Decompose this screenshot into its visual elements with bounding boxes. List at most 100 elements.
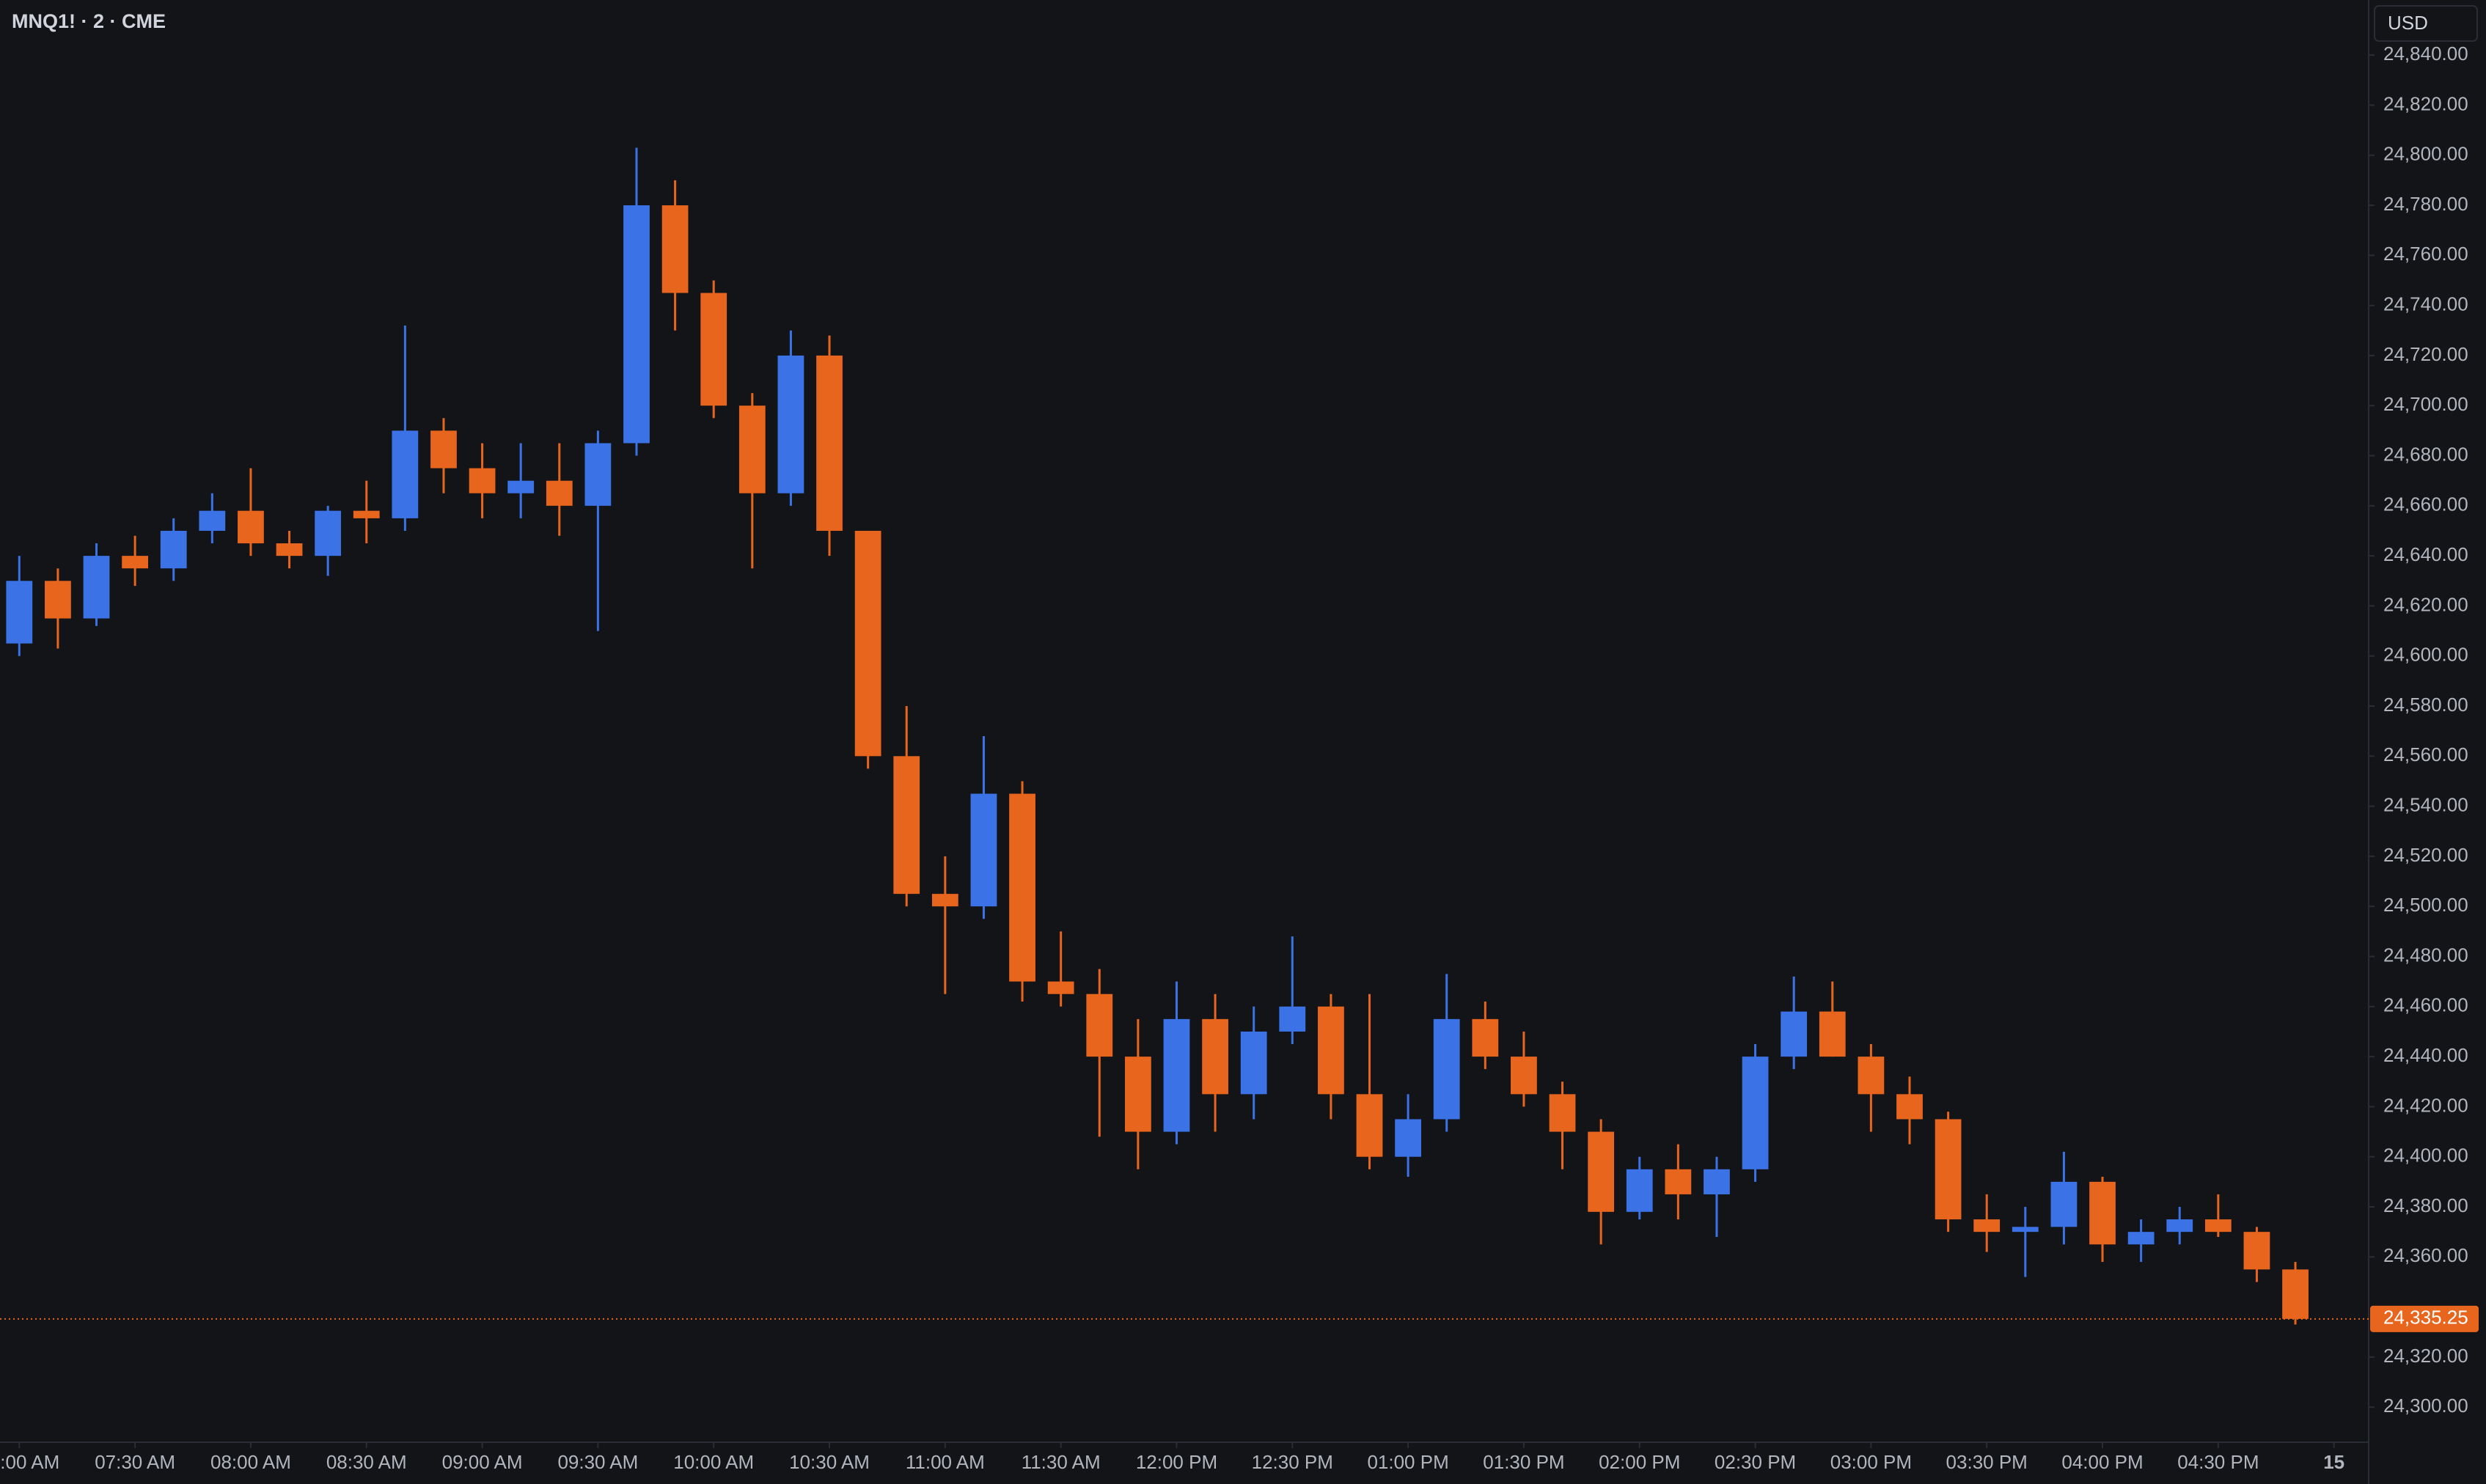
y-tick-label: 24,600.00: [2383, 644, 2468, 666]
y-tick-label: 24,720.00: [2383, 343, 2468, 365]
candle-body: [199, 510, 226, 531]
candle-body: [122, 556, 149, 569]
x-tick-label: 11:30 AM: [1022, 1451, 1101, 1473]
candle-body: [1973, 1219, 2001, 1233]
y-tick-label: 24,500.00: [2383, 894, 2468, 916]
y-tick-label: 24,420.00: [2383, 1094, 2468, 1116]
candle-body: [353, 510, 380, 518]
candle-body: [1704, 1169, 1730, 1194]
candle-body: [160, 530, 187, 569]
candle-body: [1819, 1011, 1846, 1057]
x-tick-label: 03:00 PM: [1830, 1451, 1912, 1473]
x-tick-label: 09:00 AM: [442, 1451, 523, 1473]
candle-body: [584, 443, 612, 506]
currency-button[interactable]: [2374, 5, 2478, 42]
y-tick-label: 24,700.00: [2383, 393, 2468, 415]
candle-body: [1433, 1018, 1460, 1120]
candle-body: [1395, 1119, 1421, 1157]
candle-body: [1047, 981, 1074, 994]
currency-label[interactable]: USD: [2388, 12, 2428, 34]
last-price-box: [2370, 1305, 2479, 1332]
y-tick-label: 24,380.00: [2383, 1194, 2468, 1216]
x-tick-label: 07:30 AM: [95, 1451, 175, 1473]
candle-body: [2050, 1181, 2078, 1227]
y-tick-label: 24,740.00: [2383, 293, 2468, 315]
candle-body: [2243, 1232, 2270, 1270]
candle-body: [2089, 1181, 2116, 1245]
candle-body: [2282, 1269, 2309, 1319]
candle-body: [1858, 1057, 1885, 1095]
candle-body: [1009, 793, 1035, 982]
candle-body: [816, 355, 843, 531]
candle-body: [1935, 1119, 1962, 1220]
candle-body: [1549, 1094, 1576, 1132]
x-tick-label: 01:30 PM: [1483, 1451, 1564, 1473]
y-tick-label: 24,800.00: [2383, 143, 2468, 165]
candle-body: [700, 293, 727, 406]
y-tick-label: 24,560.00: [2383, 743, 2468, 765]
candle-body: [1356, 1094, 1383, 1157]
plot: [6, 147, 2309, 1325]
candle-body: [2127, 1232, 2155, 1245]
candle-body: [1781, 1011, 1808, 1057]
y-tick-label: 24,580.00: [2383, 694, 2468, 716]
y-tick-label: 24,300.00: [2383, 1395, 2468, 1417]
x-tick-label: 11:00 AM: [906, 1451, 985, 1473]
x-tick-label: 12:00 PM: [1136, 1451, 1217, 1473]
candle-body: [777, 355, 804, 493]
y-tick-label: 24,440.00: [2383, 1044, 2468, 1066]
candle-body: [623, 205, 650, 444]
y-tick-label: 24,760.00: [2383, 243, 2468, 265]
y-tick-label: 24,680.00: [2383, 443, 2468, 465]
y-tick-label: 24,640.00: [2383, 543, 2468, 565]
y-tick-label: 24,780.00: [2383, 193, 2468, 215]
y-tick-label: 24,540.00: [2383, 793, 2468, 815]
candle-body: [1124, 1057, 1151, 1132]
x-tick-label: 08:30 AM: [326, 1451, 407, 1473]
candle-body: [2012, 1227, 2039, 1233]
candle-body: [661, 205, 689, 293]
x-tick-label: 04:30 PM: [2177, 1451, 2259, 1473]
symbol-title: MNQ1! · 2 · CME: [12, 10, 166, 32]
candle-body: [1472, 1018, 1499, 1057]
candle-body: [2204, 1219, 2232, 1233]
x-tick-label: 15: [2323, 1451, 2344, 1473]
x-tick-label: 07:00 AM: [0, 1451, 59, 1473]
candle-body: [1202, 1018, 1228, 1095]
candle-body: [854, 530, 881, 757]
y-tick-label: 24,360.00: [2383, 1244, 2468, 1266]
x-tick-label: 10:00 AM: [673, 1451, 754, 1473]
x-tick-label: 04:00 PM: [2061, 1451, 2143, 1473]
candle-body: [276, 543, 303, 556]
candle-body: [6, 581, 33, 644]
candle-body: [546, 480, 573, 506]
candle-body: [1742, 1057, 1769, 1169]
candle-body: [1511, 1057, 1537, 1095]
x-tick-label: 09:30 AM: [557, 1451, 638, 1473]
x-tick-label: 02:00 PM: [1599, 1451, 1680, 1473]
candle-body: [893, 756, 920, 895]
candle-body: [1279, 1006, 1306, 1032]
candle-body: [1626, 1169, 1653, 1212]
candle-body: [2166, 1219, 2193, 1233]
candle-body: [238, 510, 264, 544]
candle-body: [315, 510, 342, 556]
candle-body: [469, 468, 496, 493]
x-tick-label: 02:30 PM: [1715, 1451, 1796, 1473]
candle-body: [970, 793, 997, 907]
candle-body: [738, 405, 766, 493]
candle-body: [1318, 1006, 1344, 1095]
candle-body: [83, 556, 110, 619]
y-tick-label: 24,320.00: [2383, 1345, 2468, 1367]
candle-body: [1588, 1131, 1615, 1212]
candle-body: [1896, 1094, 1923, 1120]
y-tick-label: 24,520.00: [2383, 844, 2468, 866]
x-tick-label: 03:30 PM: [1946, 1451, 2028, 1473]
candle-body: [1240, 1031, 1267, 1095]
x-tick-label: 10:30 AM: [789, 1451, 870, 1473]
candle-body: [1665, 1169, 1692, 1194]
candle-body: [507, 480, 535, 493]
